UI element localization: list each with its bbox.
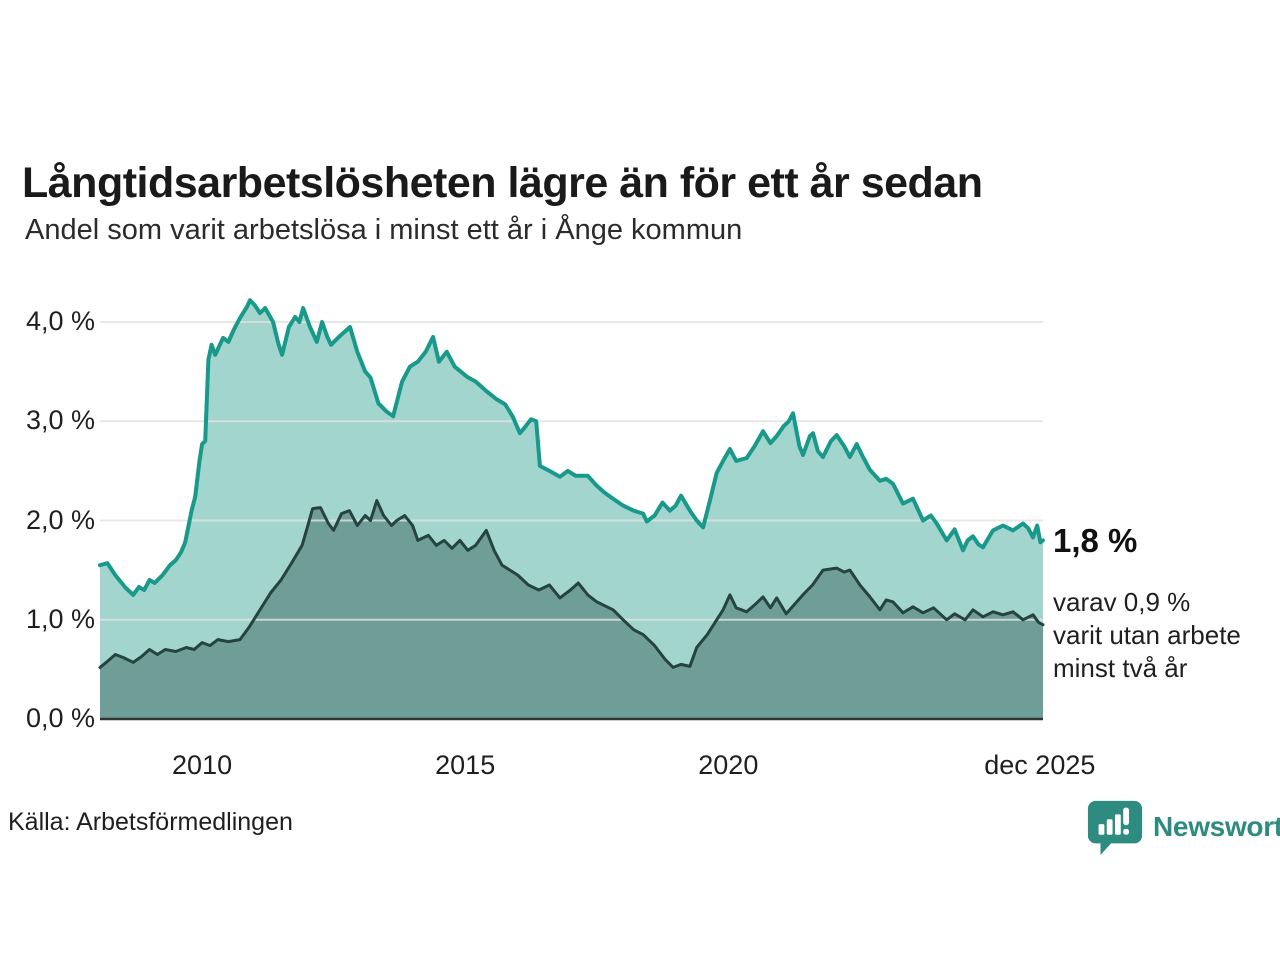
- x-axis-label: 2015: [435, 750, 496, 780]
- series-area-1: [100, 500, 1043, 719]
- y-axis-label: 1,0 %: [25, 603, 95, 634]
- newsworthy-logo-icon: [1087, 800, 1143, 856]
- source-label: Källa: Arbetsförmedlingen: [8, 808, 293, 836]
- y-axis-label: 0,0 %: [25, 703, 95, 733]
- y-axis-label: 4,0 %: [25, 306, 95, 336]
- chart-title: Långtidsarbetslösheten lägre än för ett …: [22, 158, 983, 207]
- x-axis-label: dec 2025: [984, 750, 1096, 780]
- newsworthy-wordmark: Newsworthy: [1153, 811, 1280, 842]
- series-line-1: [98, 499, 1045, 669]
- x-axis-label: 2010: [172, 750, 233, 780]
- annotation-note-line: varit utan arbete: [1053, 620, 1241, 650]
- series-line-0: [98, 298, 1045, 597]
- annotation-note-line: minst två år: [1053, 653, 1188, 683]
- newsworthy-brand-link[interactable]: Newsworthy: [1086, 797, 1280, 857]
- annotation-note-line: varav 0,9 %: [1053, 587, 1191, 617]
- end-value-label: 1,8 %: [1053, 522, 1138, 559]
- annotation-note: varav 0,9 % varit utan arbete minst två …: [1053, 586, 1241, 685]
- chart-subtitle: Andel som varit arbetslösa i minst ett å…: [25, 214, 743, 246]
- y-axis-label: 2,0 %: [25, 504, 95, 535]
- y-axis-label: 3,0 %: [25, 405, 95, 436]
- x-axis-label: 2020: [698, 750, 759, 780]
